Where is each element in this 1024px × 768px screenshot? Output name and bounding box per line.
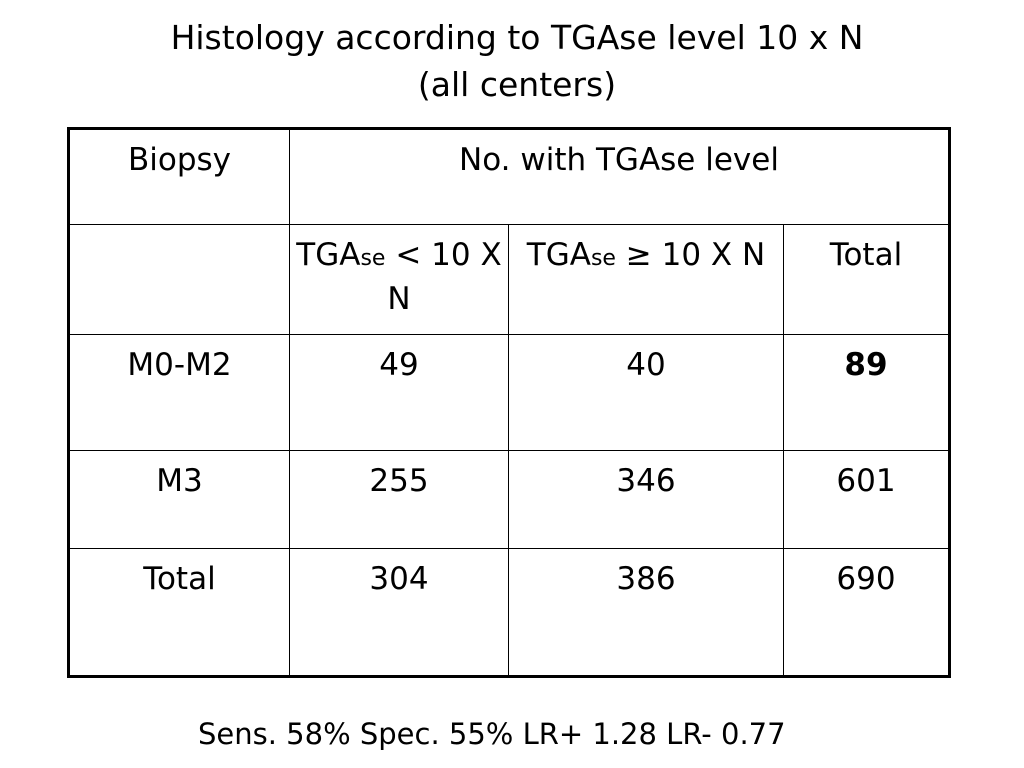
cell-ge: 40 (508, 334, 784, 451)
table-row: M0-M2 49 40 89 (68, 334, 950, 451)
header-lt-suffix: < 10 X N (385, 237, 502, 317)
header-lt-prefix: TGA (296, 237, 361, 273)
header-ge-suffix: ≥ 10 X N (615, 237, 766, 273)
cell-ge: 386 (508, 548, 784, 677)
row-label: M3 (68, 450, 290, 549)
header-total: Total (783, 224, 950, 335)
slide-title: Histology according to TGAse level 10 x … (0, 14, 1024, 108)
histology-table: Biopsy No. with TGAse level TGAse < 10 X… (67, 127, 951, 678)
table-header-row: Biopsy No. with TGAse level (68, 128, 950, 225)
header-tgase-lt: TGAse < 10 X N (289, 224, 509, 335)
header-biopsy: Biopsy (68, 128, 290, 225)
header-ge-prefix: TGA (526, 237, 591, 273)
header-group: No. with TGAse level (289, 128, 950, 225)
header-ge-sub: se (590, 246, 616, 271)
title-line-2: (all centers) (417, 65, 617, 104)
subheader-empty (68, 224, 290, 335)
table-subheader-row: TGAse < 10 X N TGAse ≥ 10 X N Total (68, 224, 950, 335)
cell-ge: 346 (508, 450, 784, 549)
cell-lt: 304 (289, 548, 509, 677)
cell-total: 601 (783, 450, 950, 549)
header-lt-sub: se (360, 246, 386, 271)
header-tgase-ge: TGAse ≥ 10 X N (508, 224, 784, 335)
table-row: M3 255 346 601 (68, 450, 950, 549)
cell-lt: 49 (289, 334, 509, 451)
table-row: Total 304 386 690 (68, 548, 950, 677)
row-label: Total (68, 548, 290, 677)
cell-total: 690 (783, 548, 950, 677)
cell-total: 89 (783, 334, 950, 451)
title-line-1: Histology according to TGAse level 10 x … (170, 18, 864, 57)
summary-stats: Sens. 58% Spec. 55% LR+ 1.28 LR- 0.77 (198, 717, 786, 751)
cell-lt: 255 (289, 450, 509, 549)
row-label: M0-M2 (68, 334, 290, 451)
